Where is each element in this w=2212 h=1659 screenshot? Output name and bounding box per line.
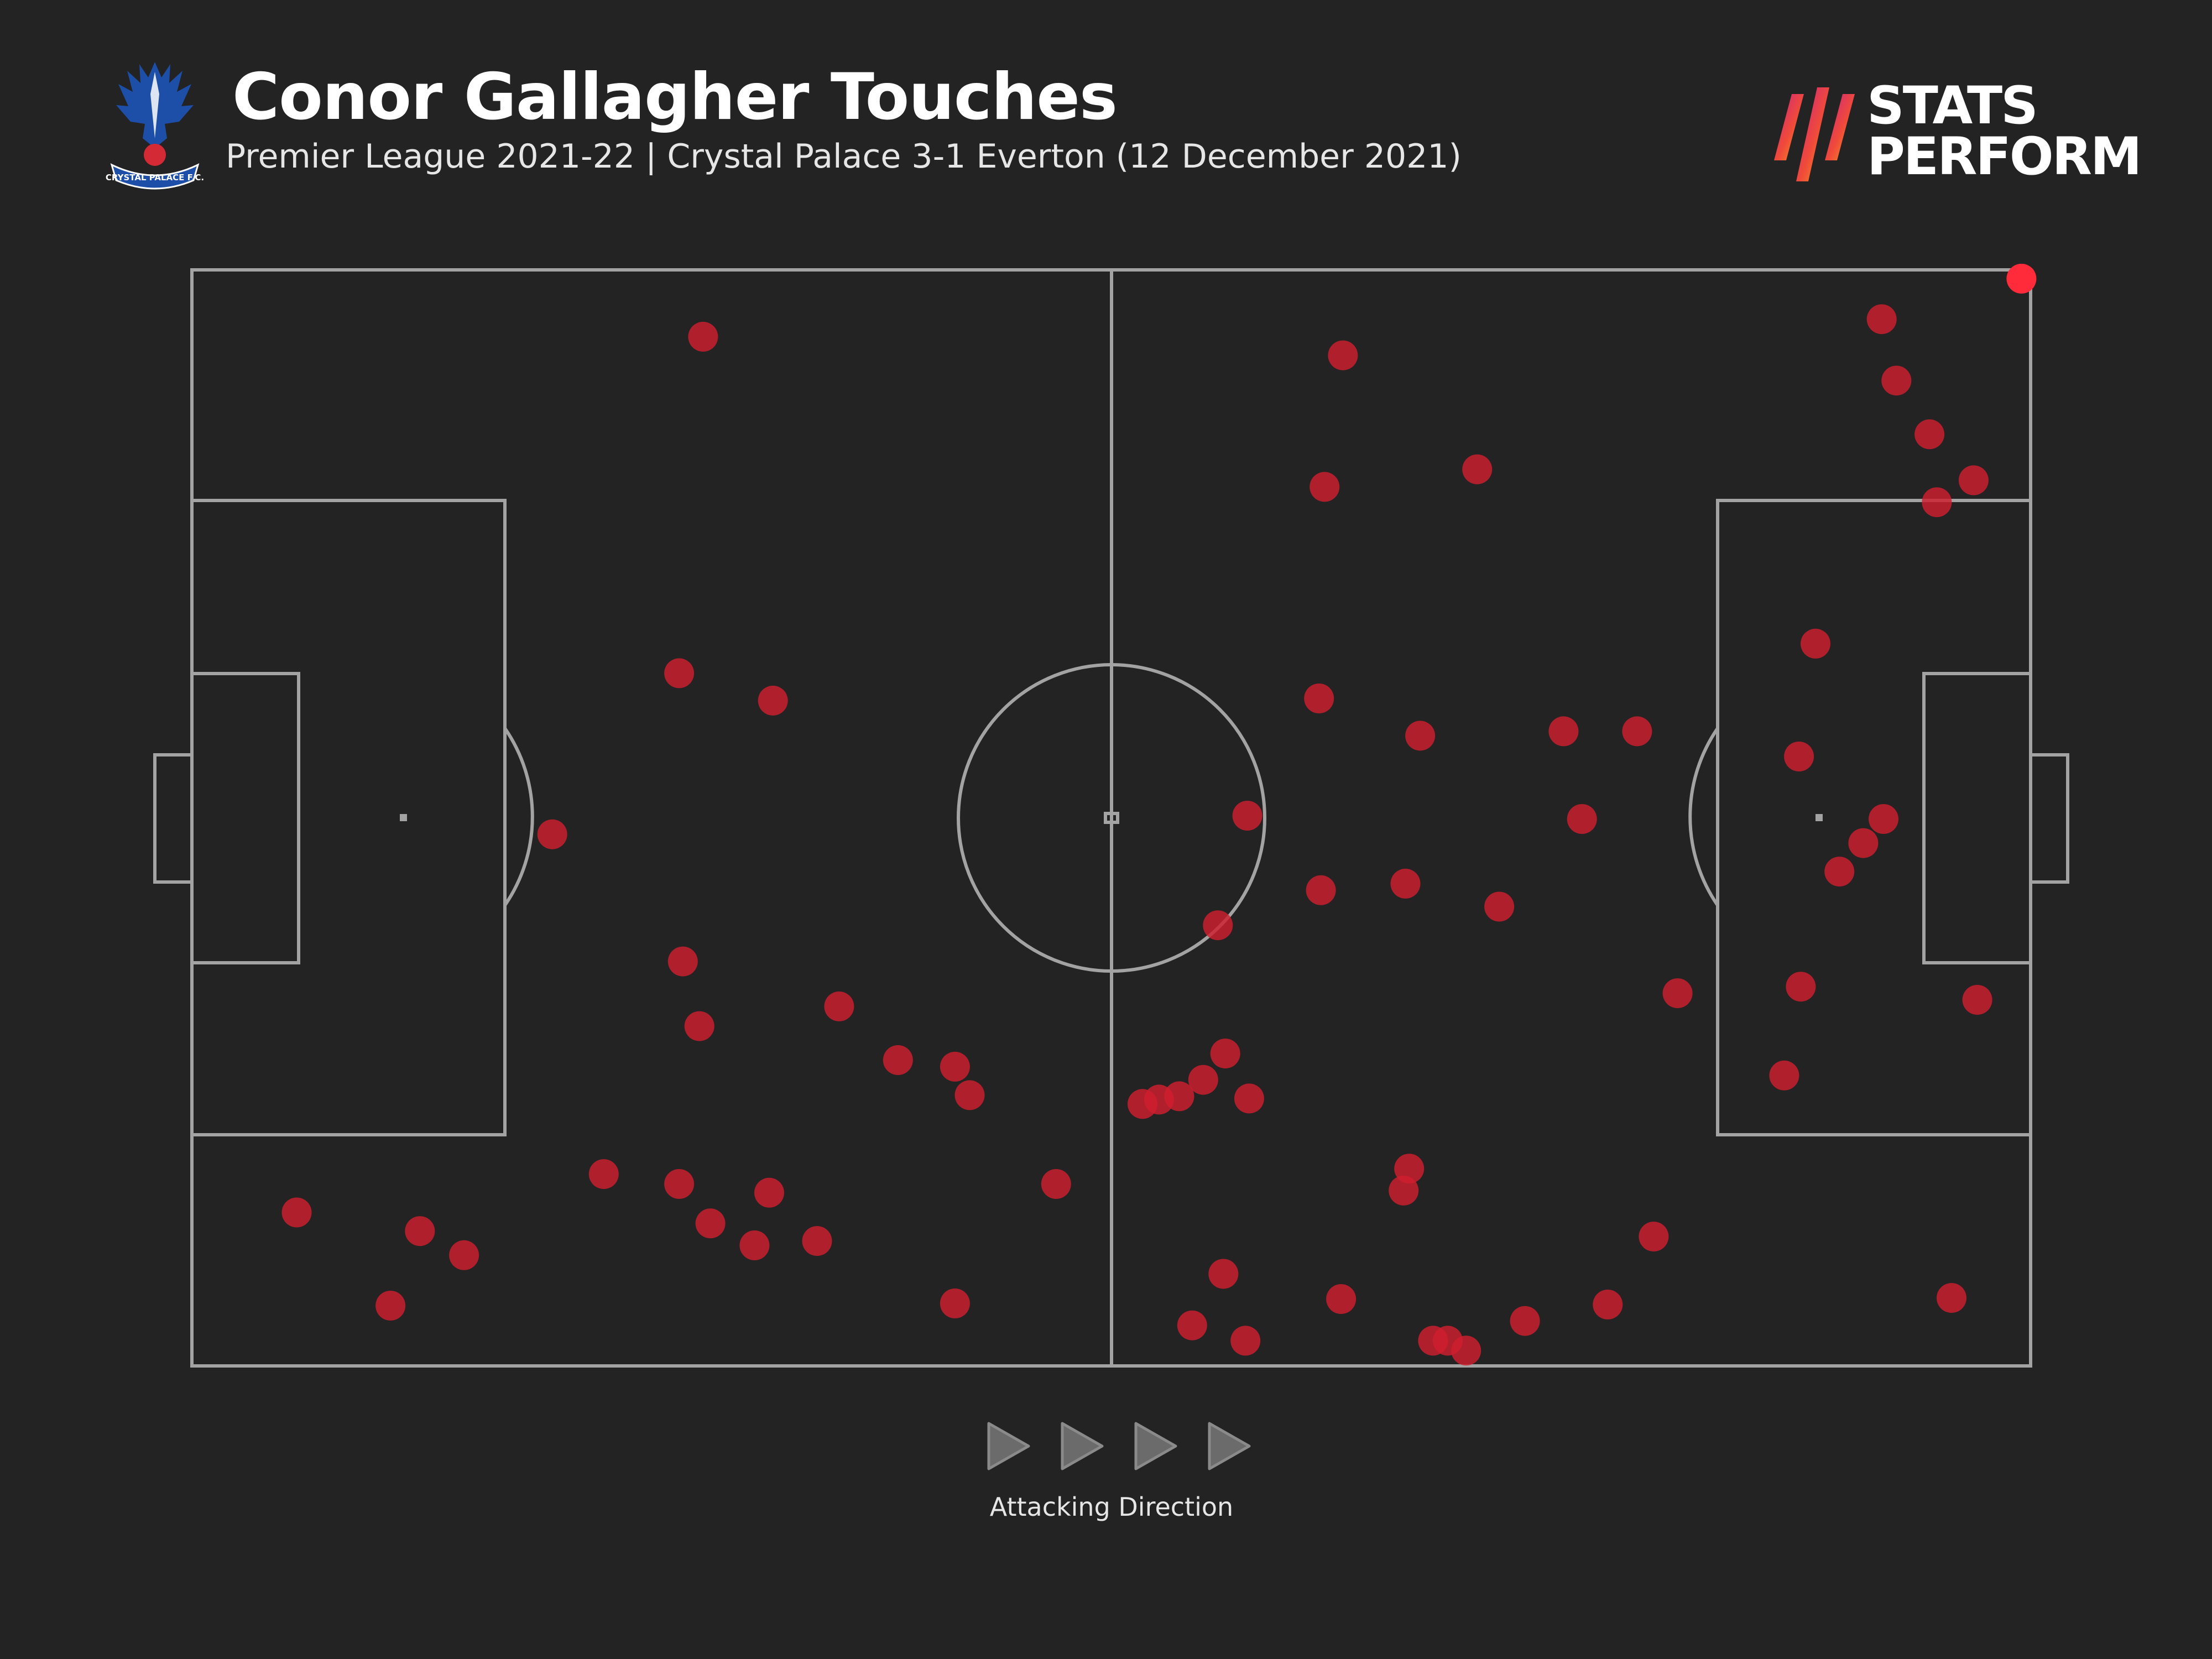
touch-point	[1326, 1284, 1357, 1314]
right-goal	[2029, 753, 2069, 884]
touch-point	[1962, 985, 1992, 1015]
touch-point	[883, 1045, 913, 1075]
touch-point	[281, 1197, 312, 1228]
touch-point	[688, 321, 718, 352]
touch-point	[1462, 454, 1493, 484]
touch-point	[758, 685, 788, 716]
play-triangle-icon	[1134, 1422, 1177, 1470]
touch-point	[739, 1230, 770, 1260]
stats-perform-stripes-icon	[1774, 87, 1855, 181]
left-penalty-arc	[503, 727, 534, 906]
touch-point	[1662, 978, 1693, 1009]
touch-point	[954, 1080, 985, 1110]
touch-point	[1041, 1169, 1071, 1199]
touch-point	[1593, 1290, 1623, 1319]
touch-point	[1784, 742, 1814, 771]
touch-point	[667, 946, 698, 977]
touch-point	[1958, 465, 1989, 495]
touch-point	[1769, 1060, 1799, 1091]
touch-point	[1177, 1310, 1207, 1340]
touch-point	[449, 1240, 479, 1270]
touch-point	[824, 991, 854, 1021]
touch-point	[1328, 340, 1358, 371]
touch-point	[940, 1051, 970, 1082]
touch-point	[1203, 910, 1233, 941]
touch-point	[405, 1216, 435, 1246]
touch-point	[1824, 857, 1855, 887]
left-penalty-spot	[400, 814, 407, 821]
chart-title: Conor Gallagher Touches	[232, 60, 1118, 134]
crest-text: CRYSTAL PALACE F.C.	[106, 173, 204, 182]
chart-subtitle: Premier League 2021-22 | Crystal Palace …	[226, 137, 1462, 176]
touch-point	[1234, 1083, 1264, 1114]
touch-point	[1405, 721, 1436, 751]
touch-point	[1306, 875, 1336, 905]
touch-point	[1786, 972, 1816, 1002]
touch-point	[1866, 304, 1897, 335]
touch-point	[1390, 868, 1421, 899]
touch-point	[1914, 419, 1945, 450]
touch-point	[1639, 1222, 1669, 1252]
touch-point	[1451, 1335, 1481, 1366]
touch-point	[940, 1288, 970, 1318]
touch-point	[1937, 1283, 1966, 1313]
touch-point	[588, 1159, 619, 1190]
right-penalty-arc	[1688, 727, 1719, 906]
touch-point	[1389, 1175, 1419, 1206]
touch-point	[802, 1226, 832, 1256]
touch-point	[1188, 1065, 1218, 1095]
touch-point	[1510, 1306, 1540, 1336]
touch-point	[1922, 487, 1952, 518]
touch-point	[684, 1011, 714, 1041]
attacking-direction-arrows	[987, 1422, 1251, 1470]
touch-point	[375, 1291, 406, 1321]
touch-point	[1622, 716, 1652, 747]
touch-point	[1230, 1326, 1261, 1356]
brand-line-2: PERFORM	[1867, 127, 2142, 187]
touch-point	[1208, 1259, 1239, 1289]
touch-point	[1232, 801, 1262, 831]
touch-points	[281, 263, 2037, 1366]
touch-point	[1548, 716, 1579, 747]
right-penalty-spot	[1815, 814, 1823, 821]
centre-spot	[1104, 812, 1119, 824]
touch-point	[1304, 684, 1334, 713]
touch-point	[1881, 366, 1912, 396]
play-triangle-icon	[987, 1422, 1030, 1470]
touch-point	[754, 1177, 784, 1208]
touch-point	[1210, 1039, 1240, 1069]
left-goal	[153, 753, 194, 884]
play-triangle-icon	[1061, 1422, 1104, 1470]
touch-point	[1848, 828, 1879, 858]
centre-circle	[957, 663, 1266, 973]
play-triangle-icon	[1208, 1422, 1251, 1470]
touch-point	[664, 658, 695, 688]
touch-point	[1801, 628, 1830, 659]
attacking-direction-label: Attacking Direction	[989, 1492, 1234, 1522]
touch-point	[1310, 472, 1340, 502]
touch-point	[1484, 891, 1515, 922]
touch-point	[1869, 804, 1898, 834]
right-six-yard-box	[1922, 672, 2032, 964]
brand-line-1: STATS	[1867, 76, 2038, 136]
crystal-palace-crest-icon: CRYSTAL PALACE F.C.	[106, 62, 204, 190]
touch-point	[537, 819, 567, 849]
left-six-yard-box	[190, 672, 300, 964]
left-penalty-area	[190, 499, 507, 1136]
touch-point	[695, 1208, 726, 1239]
touch-point	[1567, 804, 1597, 834]
touch-point	[2006, 263, 2037, 294]
touch-point	[664, 1169, 695, 1199]
stats-perform-logo: STATS PERFORM	[1770, 80, 2142, 183]
touch-point	[1144, 1084, 1174, 1115]
